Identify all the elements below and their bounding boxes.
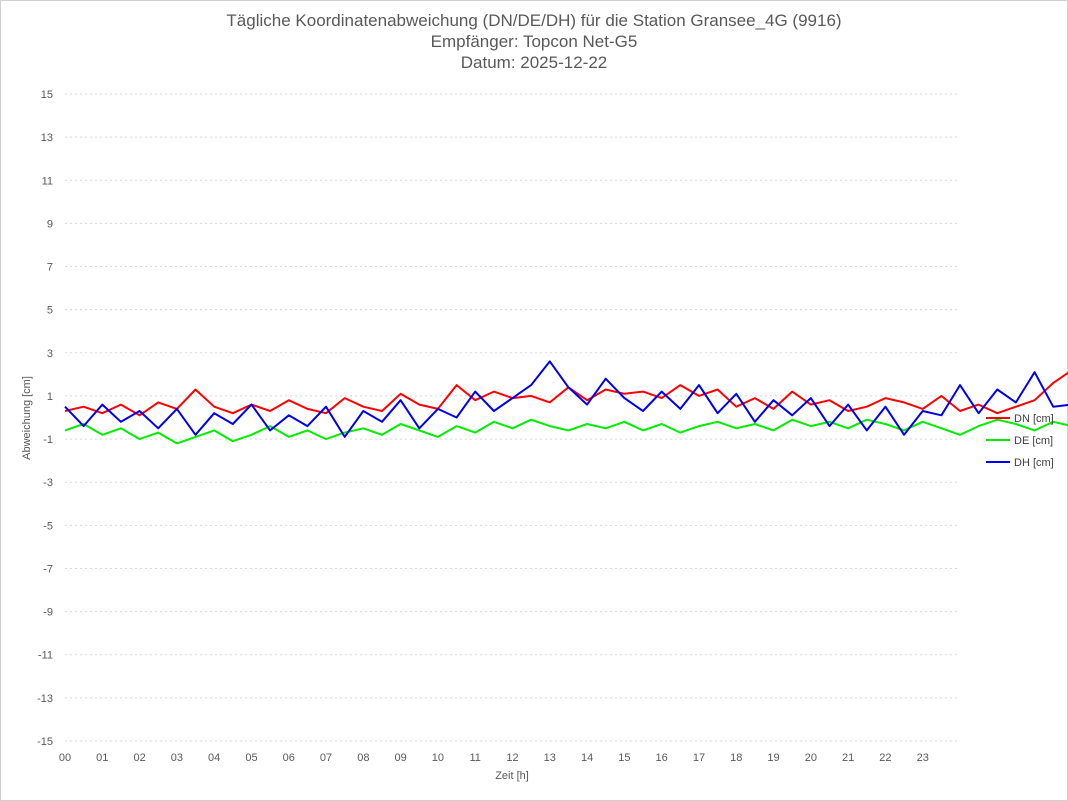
x-tick-label: 11 bbox=[469, 752, 480, 764]
x-tick-label: 23 bbox=[917, 752, 929, 764]
y-tick-label: 13 bbox=[41, 132, 53, 144]
legend-label: DH [cm] bbox=[1014, 457, 1054, 469]
legend-label: DE [cm] bbox=[1014, 435, 1053, 447]
x-tick-label: 04 bbox=[208, 752, 220, 764]
x-tick-label: 10 bbox=[432, 752, 444, 764]
y-tick-label: 3 bbox=[47, 348, 53, 360]
y-tick-label: 11 bbox=[42, 175, 53, 187]
x-tick-label: 00 bbox=[59, 752, 71, 764]
x-tick-label: 06 bbox=[283, 752, 295, 764]
legend-label: DN [cm] bbox=[1014, 413, 1054, 425]
x-tick-label: 22 bbox=[879, 752, 891, 764]
x-tick-label: 09 bbox=[395, 752, 407, 764]
y-tick-label: -3 bbox=[43, 477, 53, 489]
x-tick-label: 21 bbox=[842, 752, 854, 764]
x-tick-label: 12 bbox=[506, 752, 518, 764]
x-axis-ticks: 00 01 02 03 04 05 06 07 08 09 10 11 12 13 14 15 16 17 18 19… bbox=[59, 752, 929, 764]
y-tick-label: 1 bbox=[47, 391, 53, 403]
x-tick-label: 14 bbox=[581, 752, 593, 764]
x-tick-label: 05 bbox=[245, 752, 257, 764]
x-tick-label: 03 bbox=[171, 752, 183, 764]
y-tick-label: -9 bbox=[43, 607, 53, 619]
x-tick-label: 08 bbox=[357, 752, 369, 764]
x-tick-label: 16 bbox=[656, 752, 668, 764]
y-tick-label: -1 bbox=[43, 434, 53, 446]
x-tick-label: 15 bbox=[618, 752, 630, 764]
y-axis-title: Abweichung [cm] bbox=[21, 376, 33, 460]
y-axis-ticks: 15 13 11 9 7 5 3 1 -1 -3 -5 -7 -9 -11 -13 -15 bbox=[37, 89, 53, 748]
grid-lines bbox=[65, 93, 960, 742]
y-tick-label: -11 bbox=[38, 650, 53, 662]
x-axis-title: Zeit [h] bbox=[495, 770, 529, 782]
chart-date: Datum: 2025-12-22 bbox=[460, 53, 608, 72]
x-tick-label: 17 bbox=[693, 752, 705, 764]
y-tick-label: -5 bbox=[43, 520, 53, 532]
y-tick-label: -7 bbox=[43, 563, 53, 575]
x-tick-label: 01 bbox=[96, 752, 108, 764]
y-tick-label: 9 bbox=[47, 218, 53, 230]
y-tick-label: 5 bbox=[47, 305, 53, 317]
chart-title: Tägliche Koordinatenabweichung (DN/DE/DH… bbox=[226, 11, 842, 30]
x-tick-label: 20 bbox=[805, 752, 817, 764]
x-tick-label: 07 bbox=[320, 752, 332, 764]
y-tick-label: -15 bbox=[37, 736, 53, 748]
x-tick-label: 19 bbox=[767, 752, 779, 764]
x-tick-label: 02 bbox=[133, 752, 145, 764]
y-tick-label: -13 bbox=[37, 693, 53, 705]
legend: DN [cm] DE [cm] DH [cm] bbox=[986, 413, 1054, 469]
series-line-dn bbox=[64, 371, 1068, 417]
y-tick-label: 7 bbox=[47, 262, 53, 274]
y-tick-label: 15 bbox=[41, 89, 53, 101]
x-tick-label: 13 bbox=[544, 752, 556, 764]
x-tick-label: 18 bbox=[730, 752, 742, 764]
chart-subtitle: Empfänger: Topcon Net-G5 bbox=[430, 32, 638, 51]
chart-title-block: Tägliche Koordinatenabweichung (DN/DE/DH… bbox=[0, 10, 1068, 73]
series-line-de bbox=[64, 418, 1068, 445]
series-lines bbox=[64, 360, 1068, 445]
series-line-dh bbox=[64, 360, 1068, 438]
